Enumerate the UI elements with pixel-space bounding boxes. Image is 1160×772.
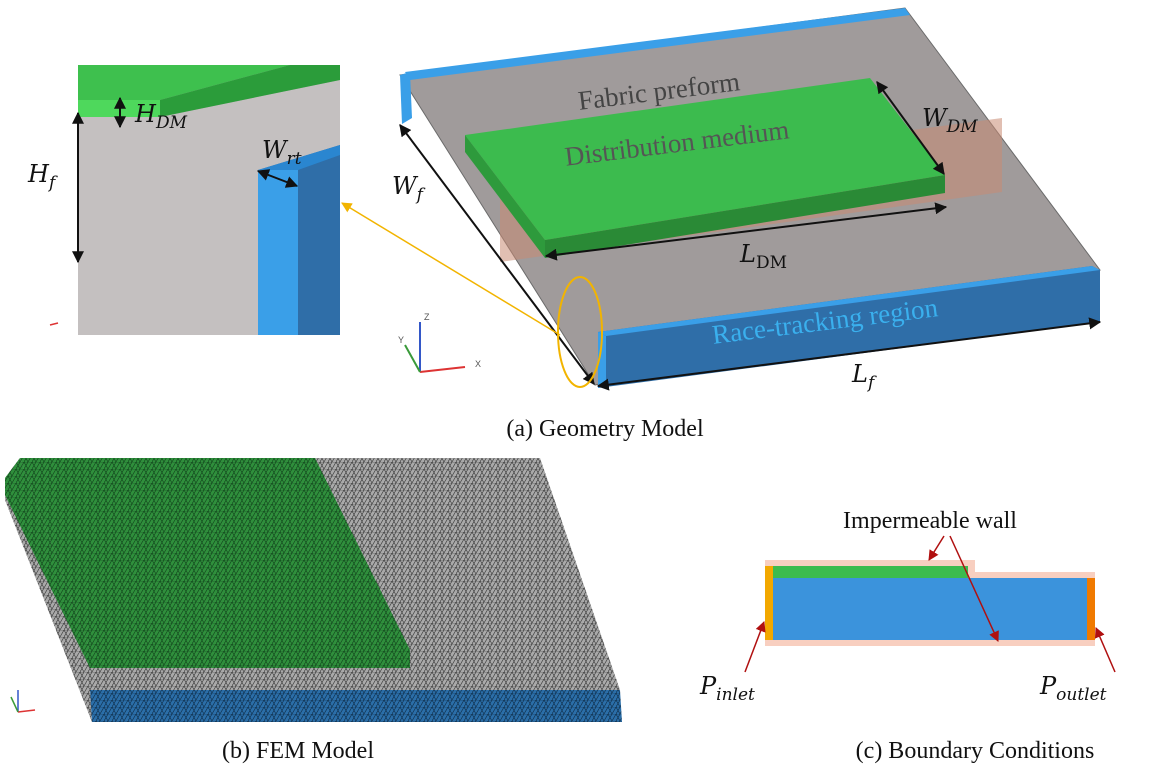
label-part: P — [699, 672, 717, 700]
shape — [772, 578, 1088, 640]
label-part: W — [392, 172, 419, 200]
label-part: f — [415, 185, 426, 205]
dim-label: Hf — [27, 160, 58, 193]
shape — [772, 566, 968, 578]
wall-label: Impermeable wall — [843, 508, 1017, 534]
label-part: H — [27, 160, 50, 188]
shape — [18, 710, 35, 712]
axis-label: X — [475, 359, 481, 369]
fem-model: (b) FEM Model — [5, 458, 622, 764]
shape — [90, 650, 410, 668]
label-part: rt — [287, 149, 302, 169]
shape — [50, 323, 58, 325]
axis-label: Y — [398, 335, 404, 345]
dim-label: Wf — [392, 172, 426, 205]
outlet-label: Poutlet — [1039, 672, 1107, 705]
shape — [745, 622, 764, 672]
dim-label: Lf — [851, 360, 877, 393]
label-part: inlet — [716, 685, 755, 705]
axis-label: Z — [424, 312, 430, 322]
label-part: f — [47, 173, 58, 193]
shape — [400, 72, 412, 124]
shape — [405, 345, 420, 372]
label-part: W — [922, 104, 949, 132]
shape — [11, 697, 18, 712]
label-part: W — [262, 136, 289, 164]
label-part: P — [1039, 672, 1057, 700]
caption: (a) Geometry Model — [506, 416, 704, 442]
label-part: DM — [946, 117, 979, 137]
inset: HDM Hf Wrt — [27, 65, 340, 335]
caption: (b) FEM Model — [222, 738, 374, 764]
shape — [258, 170, 298, 335]
shape — [929, 536, 944, 560]
label-part: L — [851, 360, 868, 388]
shape — [1096, 628, 1115, 672]
label-part: DM — [155, 113, 188, 133]
label-part: H — [134, 100, 157, 128]
shape — [90, 690, 622, 722]
axis-triad: Z Y X — [398, 312, 481, 372]
caption: (c) Boundary Conditions — [856, 738, 1095, 764]
shape — [765, 566, 773, 640]
figure: HDM Hf Wrt Fabric preform Distribution m… — [0, 0, 1160, 772]
label-part: f — [866, 373, 877, 393]
geometry: Fabric preform Distribution medium Race-… — [342, 8, 1100, 442]
shape — [1087, 578, 1095, 640]
shape — [420, 367, 465, 372]
label-part: DM — [756, 253, 787, 273]
label-part: L — [739, 240, 756, 268]
inlet-label: Pinlet — [699, 672, 755, 705]
label-part: outlet — [1056, 685, 1107, 705]
boundary-conditions: Impermeable wall Pinlet Poutlet (c) Boun… — [699, 508, 1115, 764]
